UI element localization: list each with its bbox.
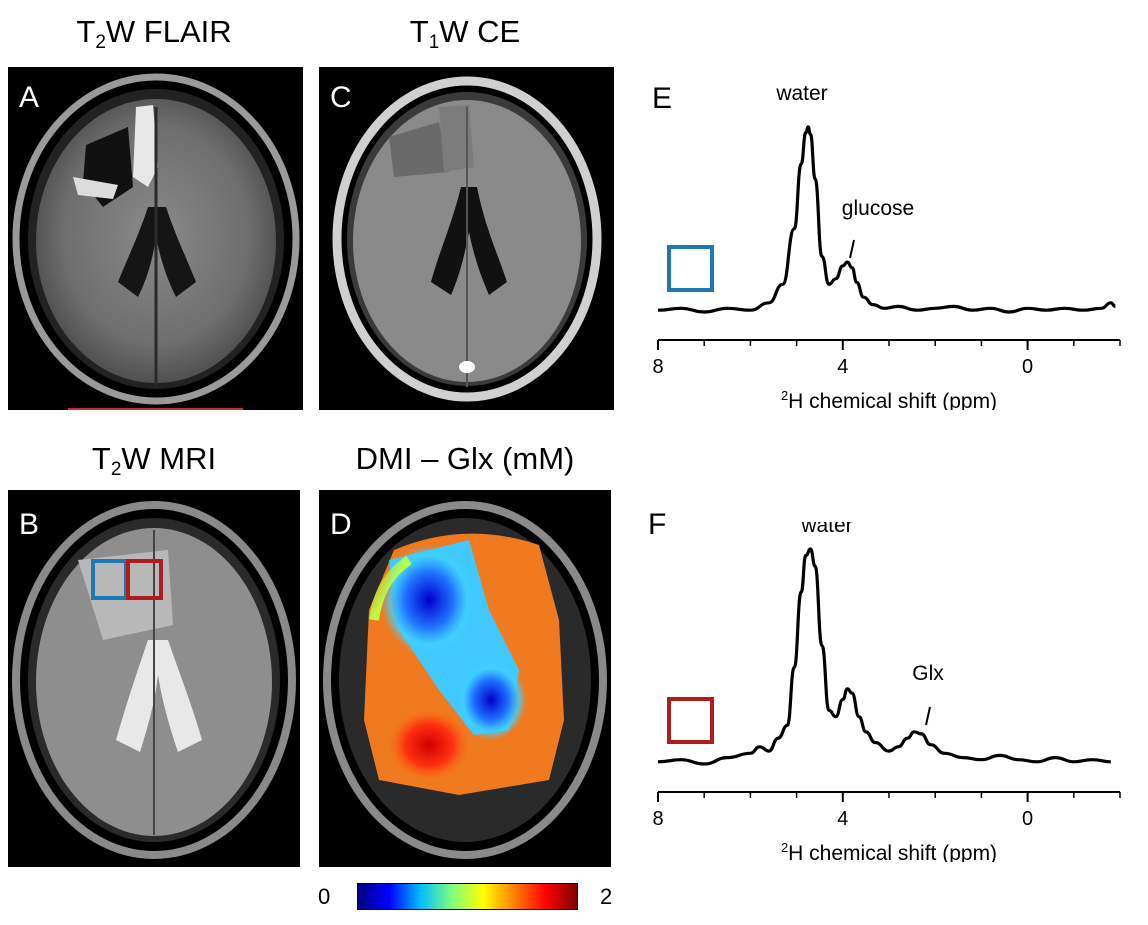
x-tick-label: 0 <box>1022 808 1033 830</box>
panel-d-title: DMI – Glx (mM) <box>355 441 575 476</box>
panel-a-label: A <box>19 81 40 114</box>
spectrum-line <box>657 547 1111 766</box>
panel-d-label: D <box>330 508 352 541</box>
mri-t1-ce-image: C <box>319 67 614 410</box>
peak-annotation: water <box>775 82 827 105</box>
x-axis-label: 2H chemical shift (ppm) <box>781 388 997 410</box>
x-tick-label: 8 <box>652 356 663 378</box>
peak-annotation: glucose <box>842 197 914 220</box>
spectrum-line <box>657 125 1116 314</box>
spectrum-e: 8 4 0 2H chemical shift (ppm) water glucose <box>652 82 1121 410</box>
panel-c-label: C <box>330 81 352 114</box>
peak-annotation: water <box>800 522 852 537</box>
panel-e-label: E <box>652 82 673 115</box>
mri-t2-image: B <box>8 490 300 867</box>
colorbar-max-label: 2 <box>600 884 613 909</box>
x-axis-label: 2H chemical shift (ppm) <box>781 840 997 862</box>
x-tick-label: 4 <box>837 356 848 378</box>
colorbar <box>357 883 578 910</box>
roi-marker-box <box>667 697 714 744</box>
roi-red-box <box>126 559 163 600</box>
mri-flair-image: A <box>8 67 303 410</box>
peak-marker <box>849 239 855 259</box>
x-tick-label: 0 <box>1022 356 1033 378</box>
peak-annotation: Glx <box>912 662 944 685</box>
colorbar-min-label: 0 <box>318 884 331 909</box>
spectrum-f: 8 4 0 2H chemical shift (ppm) water Glx <box>652 522 1121 862</box>
dmi-glx-map: D <box>319 490 611 867</box>
panel-a-title: T2W FLAIR <box>76 14 232 53</box>
peak-marker <box>925 706 931 726</box>
x-tick-label: 4 <box>837 808 848 830</box>
panel-b-label: B <box>19 508 40 541</box>
roi-marker-box <box>667 245 714 292</box>
panel-b-title: T2W MRI <box>91 441 217 480</box>
panel-c-title: T1W CE <box>409 14 521 53</box>
x-tick-label: 8 <box>652 808 663 830</box>
panel-f-label: F <box>648 508 667 541</box>
